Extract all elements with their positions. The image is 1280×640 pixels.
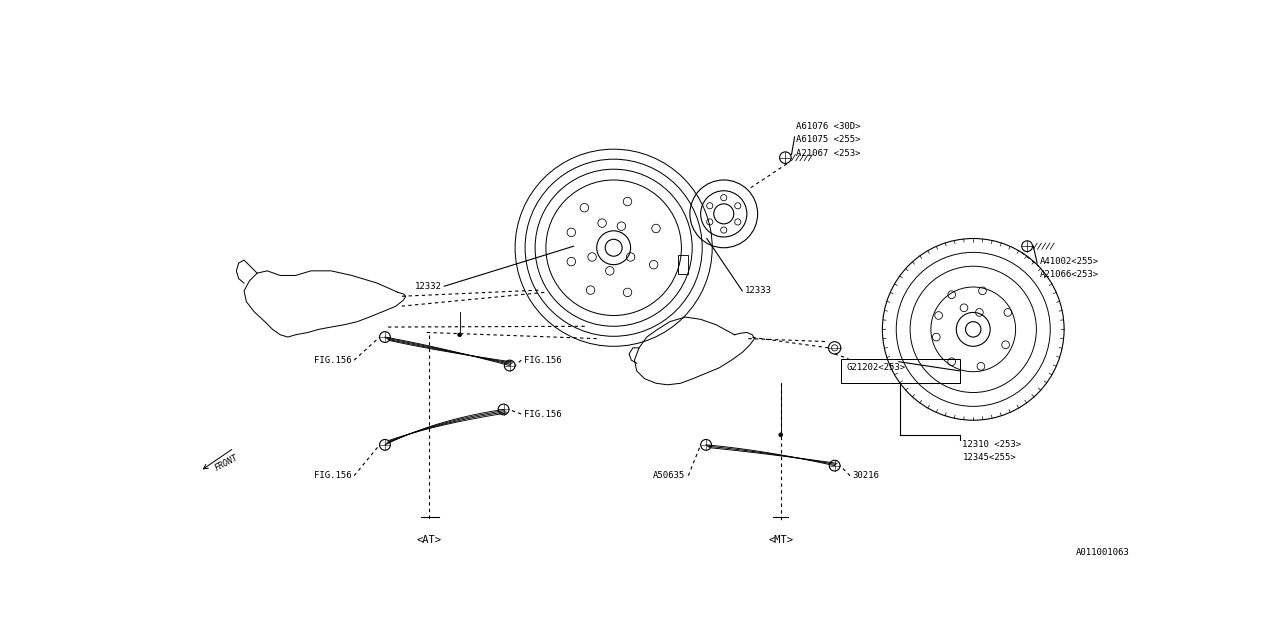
- Text: 12310 <253>: 12310 <253>: [963, 440, 1021, 449]
- Text: A61075 <255>: A61075 <255>: [796, 136, 860, 145]
- Text: FIG.156: FIG.156: [314, 471, 352, 480]
- Text: A41002<255>: A41002<255>: [1039, 257, 1098, 266]
- Text: FIG.156: FIG.156: [314, 356, 352, 365]
- Text: A21067 <253>: A21067 <253>: [796, 148, 860, 157]
- Bar: [677, 255, 689, 274]
- Text: FIG.156: FIG.156: [524, 410, 561, 419]
- Circle shape: [458, 333, 462, 337]
- Text: 30216: 30216: [852, 471, 879, 480]
- Circle shape: [778, 433, 782, 436]
- Bar: [841, 358, 960, 383]
- Text: 12333: 12333: [745, 286, 772, 295]
- Text: A011001063: A011001063: [1075, 548, 1129, 557]
- Text: A21066<253>: A21066<253>: [1039, 270, 1098, 279]
- Text: G21202<253>: G21202<253>: [847, 364, 906, 372]
- Text: 12345<255>: 12345<255>: [963, 454, 1016, 463]
- Text: <AT>: <AT>: [416, 535, 442, 545]
- Text: A50635: A50635: [653, 471, 685, 480]
- Text: FRONT: FRONT: [214, 454, 239, 473]
- Text: 12332: 12332: [415, 282, 442, 291]
- Text: <MT>: <MT>: [768, 535, 794, 545]
- Text: A61076 <30D>: A61076 <30D>: [796, 122, 860, 131]
- Text: FIG.156: FIG.156: [524, 356, 561, 365]
